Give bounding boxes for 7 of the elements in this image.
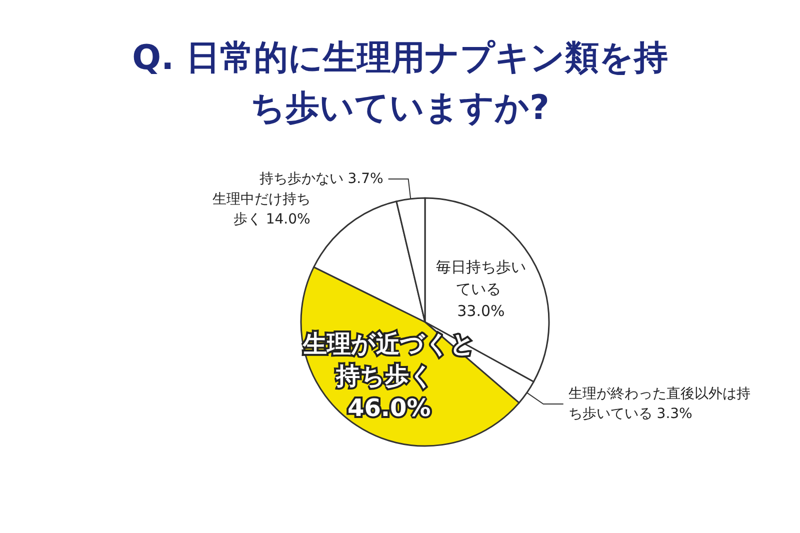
data-label: 46.0% <box>348 394 431 422</box>
slice-label: 毎日持ち歩いている <box>436 258 526 298</box>
slice-label: 生理中だけ持ち歩く 14.0% <box>212 191 310 228</box>
data-label: 33.0% <box>457 302 505 320</box>
chart-title: Q. 日常的に生理用ナプキン類を持ち歩いていますか? <box>132 38 668 128</box>
slice-label: 生理が終わった直後以外は持ち歩いている 3.3% <box>568 386 750 422</box>
slice-label: 持ち歩かない 3.7% <box>259 170 384 187</box>
